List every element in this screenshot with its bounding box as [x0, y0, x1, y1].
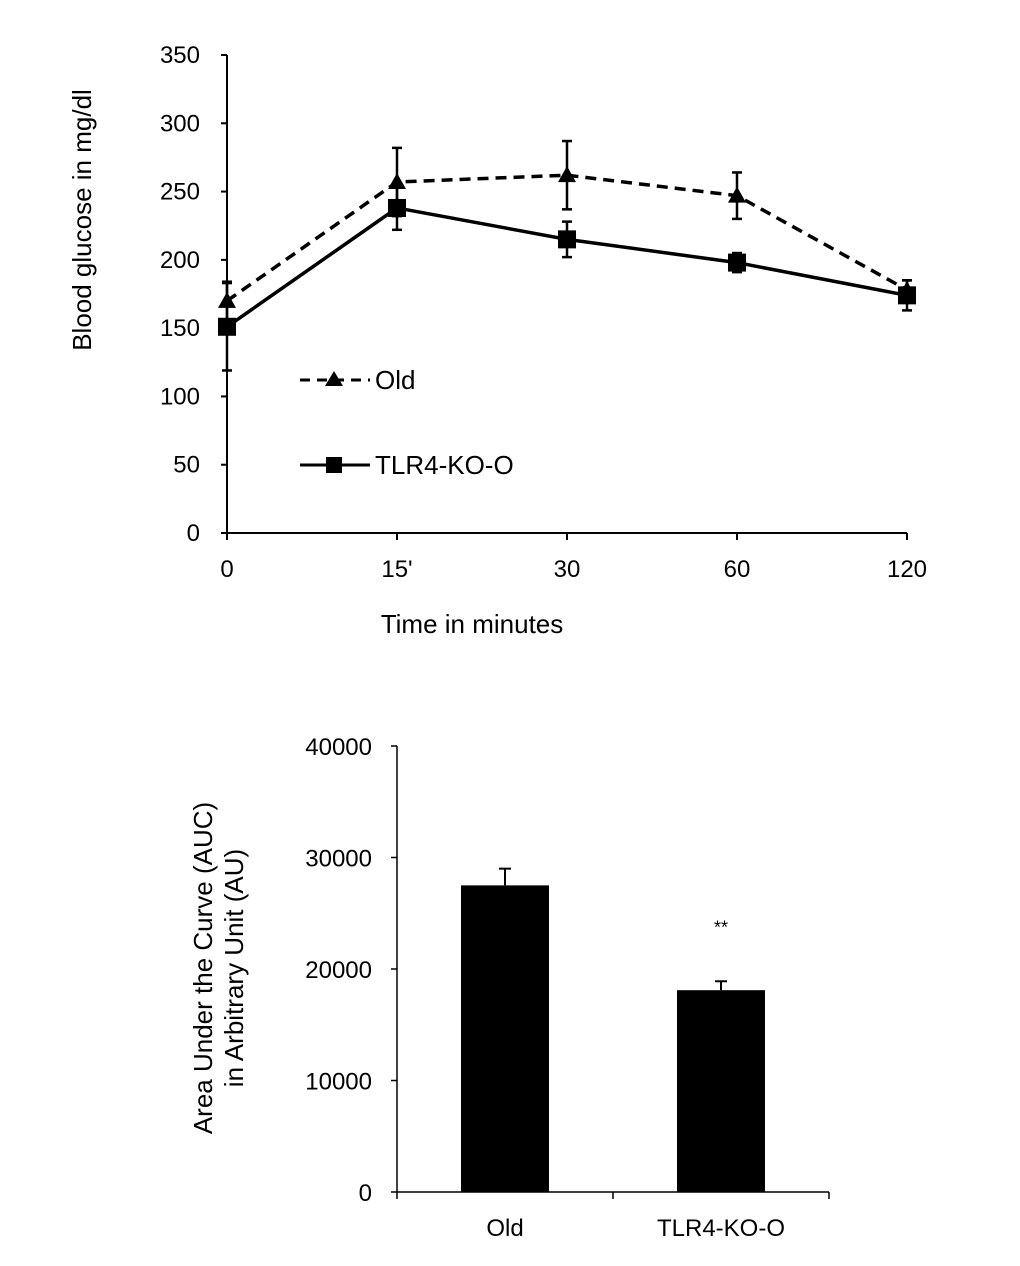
line-y-tick-label: 0 — [187, 520, 200, 547]
line-y-tick-label: 250 — [160, 179, 200, 206]
data-point-tlr4-ko-o — [218, 317, 236, 336]
line-chart-x-title: Time in minutes — [381, 609, 564, 639]
bar-y-tick-label: 0 — [359, 1180, 372, 1207]
line-y-tick-label: 100 — [160, 383, 200, 410]
line-x-tick-label: 15' — [381, 556, 412, 583]
bar-chart-bars: ** — [461, 867, 765, 1192]
data-point-tlr4-ko-o — [388, 198, 406, 217]
line-y-tick-label: 50 — [173, 452, 200, 479]
bar-y-tick-label: 30000 — [305, 846, 372, 873]
line-x-tick-label: 120 — [887, 556, 927, 583]
bar-x-tick-label: Old — [486, 1215, 523, 1242]
line-y-tick-label: 300 — [160, 110, 200, 137]
line-y-tick-label: 200 — [160, 247, 200, 274]
line-y-tick-label: 350 — [160, 42, 200, 69]
series-line-old — [225, 173, 908, 303]
line-x-tick-label: 30 — [554, 556, 581, 583]
bar-y-tick-label: 40000 — [305, 734, 372, 761]
bar-chart-y-ticks: 0 10000 20000 30000 40000 — [305, 734, 397, 1207]
bar-y-tick-label: 10000 — [305, 1069, 372, 1096]
glucose-line-chart: 0 50 100 150 200 250 300 350 0 15' 30 60 120 Time i… — [67, 42, 927, 639]
line-x-tick-label: 60 — [724, 556, 751, 583]
bar-chart-y-title-line-2: in Arbitrary Unit (AU) — [219, 849, 249, 1087]
auc-bar-chart: 0 10000 20000 30000 40000 ** Old TLR4-KO-O Ar… — [188, 734, 830, 1242]
legend-old-label: Old — [375, 365, 415, 395]
data-point-old — [728, 186, 746, 203]
line-chart-x-ticks: 0 15' 30 60 120 — [220, 533, 927, 583]
data-point-tlr4-ko-o — [898, 286, 916, 305]
line-chart-y-ticks: 0 50 100 150 200 250 300 350 — [160, 42, 227, 547]
bar-chart-x-ticks: Old TLR4-KO-O — [396, 1192, 830, 1242]
bar-tlr4-ko-o — [677, 990, 765, 1192]
bar-chart-y-title-line-1: Area Under the Curve (AUC) — [188, 802, 218, 1134]
data-point-tlr4-ko-o — [558, 230, 576, 249]
significance-annotation: ** — [714, 917, 728, 937]
bar-x-tick-label: TLR4-KO-O — [657, 1215, 785, 1242]
line-y-tick-label: 150 — [160, 315, 200, 342]
legend-tlr4-label: TLR4-KO-O — [375, 450, 514, 480]
data-point-tlr4-ko-o — [728, 253, 746, 272]
bar-old — [461, 885, 549, 1192]
legend-tlr4-marker — [326, 457, 342, 473]
data-point-old — [558, 166, 576, 183]
bar-y-tick-label: 20000 — [305, 957, 372, 984]
line-chart-series — [218, 139, 916, 372]
line-chart-y-title: Blood glucose in mg/dl — [67, 89, 97, 351]
line-chart-legend: Old TLR4-KO-O — [300, 365, 514, 480]
line-x-tick-label: 0 — [220, 556, 233, 583]
legend-old-marker — [325, 371, 343, 386]
